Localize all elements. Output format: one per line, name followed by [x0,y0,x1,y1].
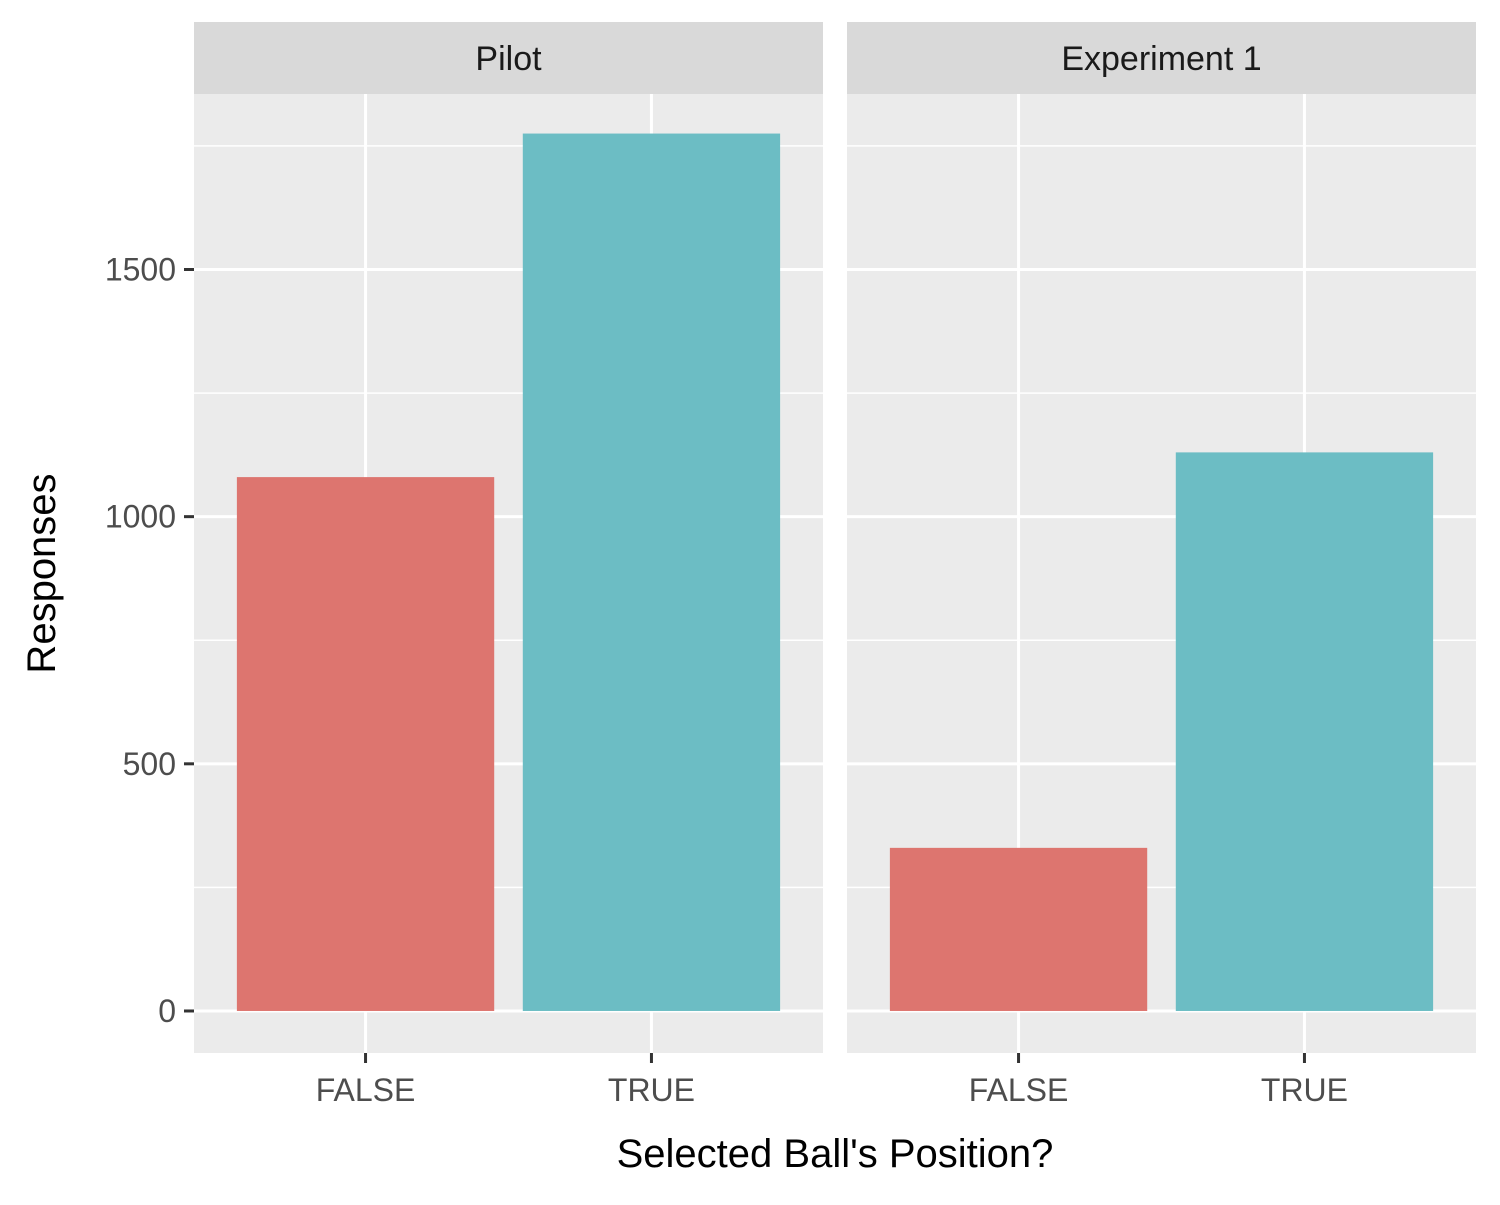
x-tick-label: FALSE [969,1072,1069,1108]
y-axis-title: Responses [20,473,64,673]
y-tick-label: 0 [158,993,176,1029]
facet-label: Experiment 1 [1061,40,1261,78]
bar-false [889,847,1148,1011]
facet-strip [847,22,1476,94]
facet-panel-0: FALSE TRUE Pilot [194,22,823,1108]
x-tick-label: TRUE [1261,1072,1348,1108]
bar-true [1175,452,1434,1011]
x-tick-label: TRUE [608,1072,695,1108]
facet-label: Pilot [475,40,542,78]
facet-panel-1: FALSE TRUE Experiment 1 [847,22,1476,1108]
x-axis-title: Selected Ball's Position? [617,1132,1054,1176]
y-tick-label: 1500 [105,251,176,287]
facet-strip [194,22,823,94]
x-tick-label: FALSE [316,1072,416,1108]
y-tick-label: 500 [123,746,176,782]
bar-false [236,477,495,1011]
y-tick-label: 1000 [105,499,176,535]
bar-true [522,133,781,1011]
y-axis: 0 500 1000 1500 [105,251,194,1029]
